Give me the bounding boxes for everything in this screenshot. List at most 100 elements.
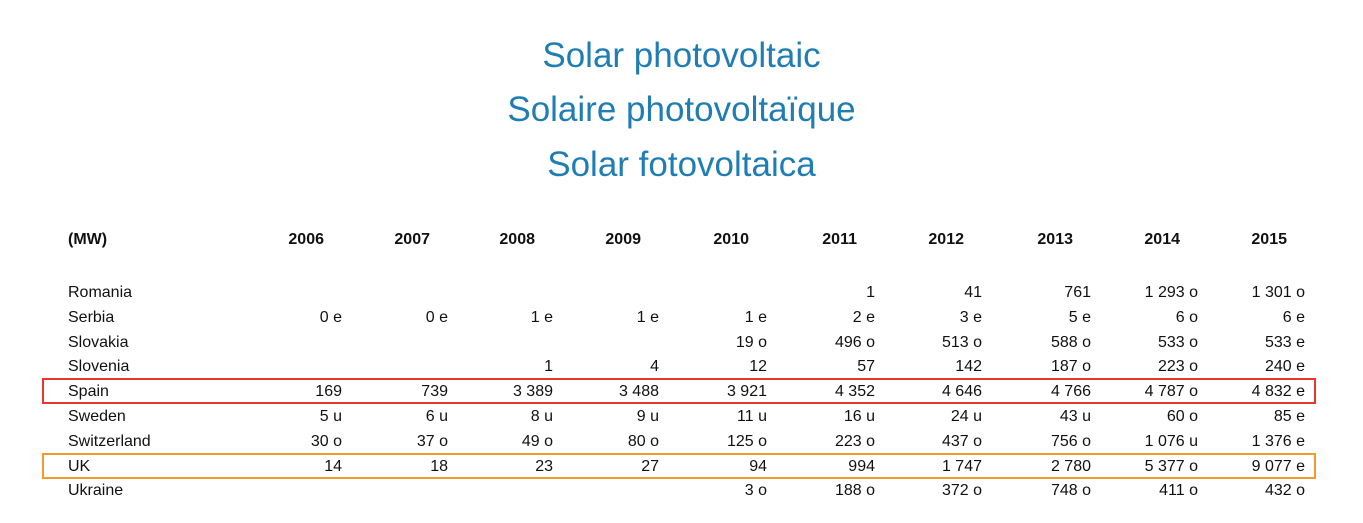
table-cell: 24 u bbox=[950, 408, 982, 425]
table-cell: 23 bbox=[535, 457, 553, 475]
highlight-box bbox=[42, 453, 1316, 479]
table-cell: 761 bbox=[1064, 284, 1091, 301]
row-label: Ukraine bbox=[68, 482, 124, 500]
table-cell: 3 o bbox=[744, 482, 767, 500]
table-cell: 41 bbox=[964, 284, 982, 301]
table-cell: 1 e bbox=[530, 308, 553, 326]
table-cell: 16 u bbox=[843, 408, 875, 425]
table-cell: 142 bbox=[955, 358, 982, 376]
column-header: 2012 bbox=[928, 231, 964, 248]
table-cell: 80 o bbox=[627, 432, 659, 450]
table-cell: 4 646 bbox=[941, 383, 982, 401]
row-label: Romania bbox=[68, 284, 133, 301]
table-cell: 240 e bbox=[1264, 358, 1305, 376]
table-cell: 1 bbox=[544, 358, 553, 376]
column-header: 2007 bbox=[394, 231, 430, 248]
table-cell: 37 o bbox=[416, 432, 448, 450]
table-cell: 3 488 bbox=[618, 383, 659, 401]
table-cell: 437 o bbox=[941, 432, 982, 450]
table-cell: 588 o bbox=[1050, 333, 1091, 351]
row-label: Slovenia bbox=[68, 358, 130, 376]
table-cell: 6 u bbox=[425, 408, 448, 425]
table-cell: 14 bbox=[324, 457, 342, 475]
table-cell: 994 bbox=[848, 457, 875, 475]
table-cell: 19 o bbox=[735, 333, 767, 351]
title: Solar fotovoltaica bbox=[547, 145, 816, 184]
table-cell: 1 e bbox=[636, 308, 659, 326]
table-cell: 60 o bbox=[1166, 408, 1198, 425]
table-cell: 372 o bbox=[941, 482, 982, 500]
table-cell: 12 bbox=[749, 358, 767, 376]
table-cell: 4 766 bbox=[1050, 383, 1091, 401]
table-cell: 411 o bbox=[1159, 482, 1198, 500]
table-cell: 0 e bbox=[425, 308, 448, 326]
table-cell: 748 o bbox=[1050, 482, 1091, 500]
table-cell: 169 bbox=[315, 383, 342, 401]
title: Solaire photovoltaïque bbox=[507, 90, 856, 129]
table-cell: 11 u bbox=[737, 408, 767, 425]
row-label: Serbia bbox=[68, 308, 115, 326]
table-cell: 30 o bbox=[310, 432, 342, 450]
table-cell: 6 e bbox=[1282, 308, 1305, 326]
table-cell: 18 bbox=[430, 457, 448, 475]
table-cell: 1 747 bbox=[941, 457, 982, 475]
table-cell: 3 921 bbox=[726, 383, 767, 401]
column-header: 2014 bbox=[1144, 231, 1180, 248]
table-cell: 4 352 bbox=[834, 383, 875, 401]
row-label: Spain bbox=[68, 383, 109, 401]
highlight-box bbox=[42, 378, 1316, 404]
table-cell: 27 bbox=[641, 457, 659, 475]
table-cell: 513 o bbox=[941, 333, 982, 351]
row-label: Sweden bbox=[68, 408, 126, 425]
table-cell: 125 o bbox=[726, 432, 767, 450]
table-cell: 49 o bbox=[521, 432, 553, 450]
table-cell: 9 u bbox=[636, 408, 659, 425]
title: Solar photovoltaic bbox=[542, 36, 821, 75]
column-header: 2015 bbox=[1251, 231, 1287, 248]
column-header: 2009 bbox=[605, 231, 641, 248]
column-header: 2006 bbox=[288, 231, 324, 248]
table-cell: 223 o bbox=[834, 432, 875, 450]
table-cell: 432 o bbox=[1264, 482, 1305, 500]
table-cell: 1 076 u bbox=[1144, 432, 1198, 450]
row-label: Slovakia bbox=[68, 333, 129, 351]
table-cell: 1 e bbox=[744, 308, 767, 326]
table-cell: 2 e bbox=[852, 308, 875, 326]
table-cell: 756 o bbox=[1050, 432, 1091, 450]
table-cell: 5 e bbox=[1068, 308, 1091, 326]
row-label: Switzerland bbox=[68, 432, 151, 450]
unit-label: (MW) bbox=[68, 231, 108, 248]
column-header: 2013 bbox=[1037, 231, 1073, 248]
table-cell: 1 376 e bbox=[1251, 432, 1305, 450]
table-cell: 5 u bbox=[319, 408, 342, 425]
table-cell: 533 e bbox=[1264, 333, 1305, 351]
table-cell: 43 u bbox=[1059, 408, 1091, 425]
table-cell: 4 787 o bbox=[1144, 383, 1198, 401]
table-cell: 187 o bbox=[1050, 358, 1091, 376]
column-header: 2008 bbox=[499, 231, 535, 248]
table-cell: 9 077 e bbox=[1251, 457, 1305, 475]
table-cell: 6 o bbox=[1175, 308, 1198, 326]
table-cell: 0 e bbox=[319, 308, 342, 326]
table-cell: 94 bbox=[749, 457, 767, 475]
table-cell: 1 293 o bbox=[1144, 284, 1198, 301]
table-cell: 57 bbox=[857, 358, 875, 376]
column-header: 2011 bbox=[822, 231, 857, 248]
table-cell: 5 377 o bbox=[1144, 457, 1198, 475]
table-cell: 1 bbox=[866, 284, 875, 301]
table-cell: 2 780 bbox=[1050, 457, 1091, 475]
row-label: UK bbox=[68, 457, 91, 475]
table-cell: 4 bbox=[650, 358, 659, 376]
table-cell: 3 389 bbox=[512, 383, 553, 401]
table-cell: 739 bbox=[421, 383, 448, 401]
table-cell: 8 u bbox=[530, 408, 553, 425]
table-cell: 223 o bbox=[1157, 358, 1198, 376]
table-cell: 85 e bbox=[1273, 408, 1305, 425]
table-cell: 3 e bbox=[959, 308, 982, 326]
table-cell: 4 832 e bbox=[1251, 383, 1305, 401]
column-header: 2010 bbox=[713, 231, 749, 248]
table-cell: 188 o bbox=[834, 482, 875, 500]
table-cell: 1 301 o bbox=[1251, 284, 1305, 301]
table-cell: 533 o bbox=[1157, 333, 1198, 351]
